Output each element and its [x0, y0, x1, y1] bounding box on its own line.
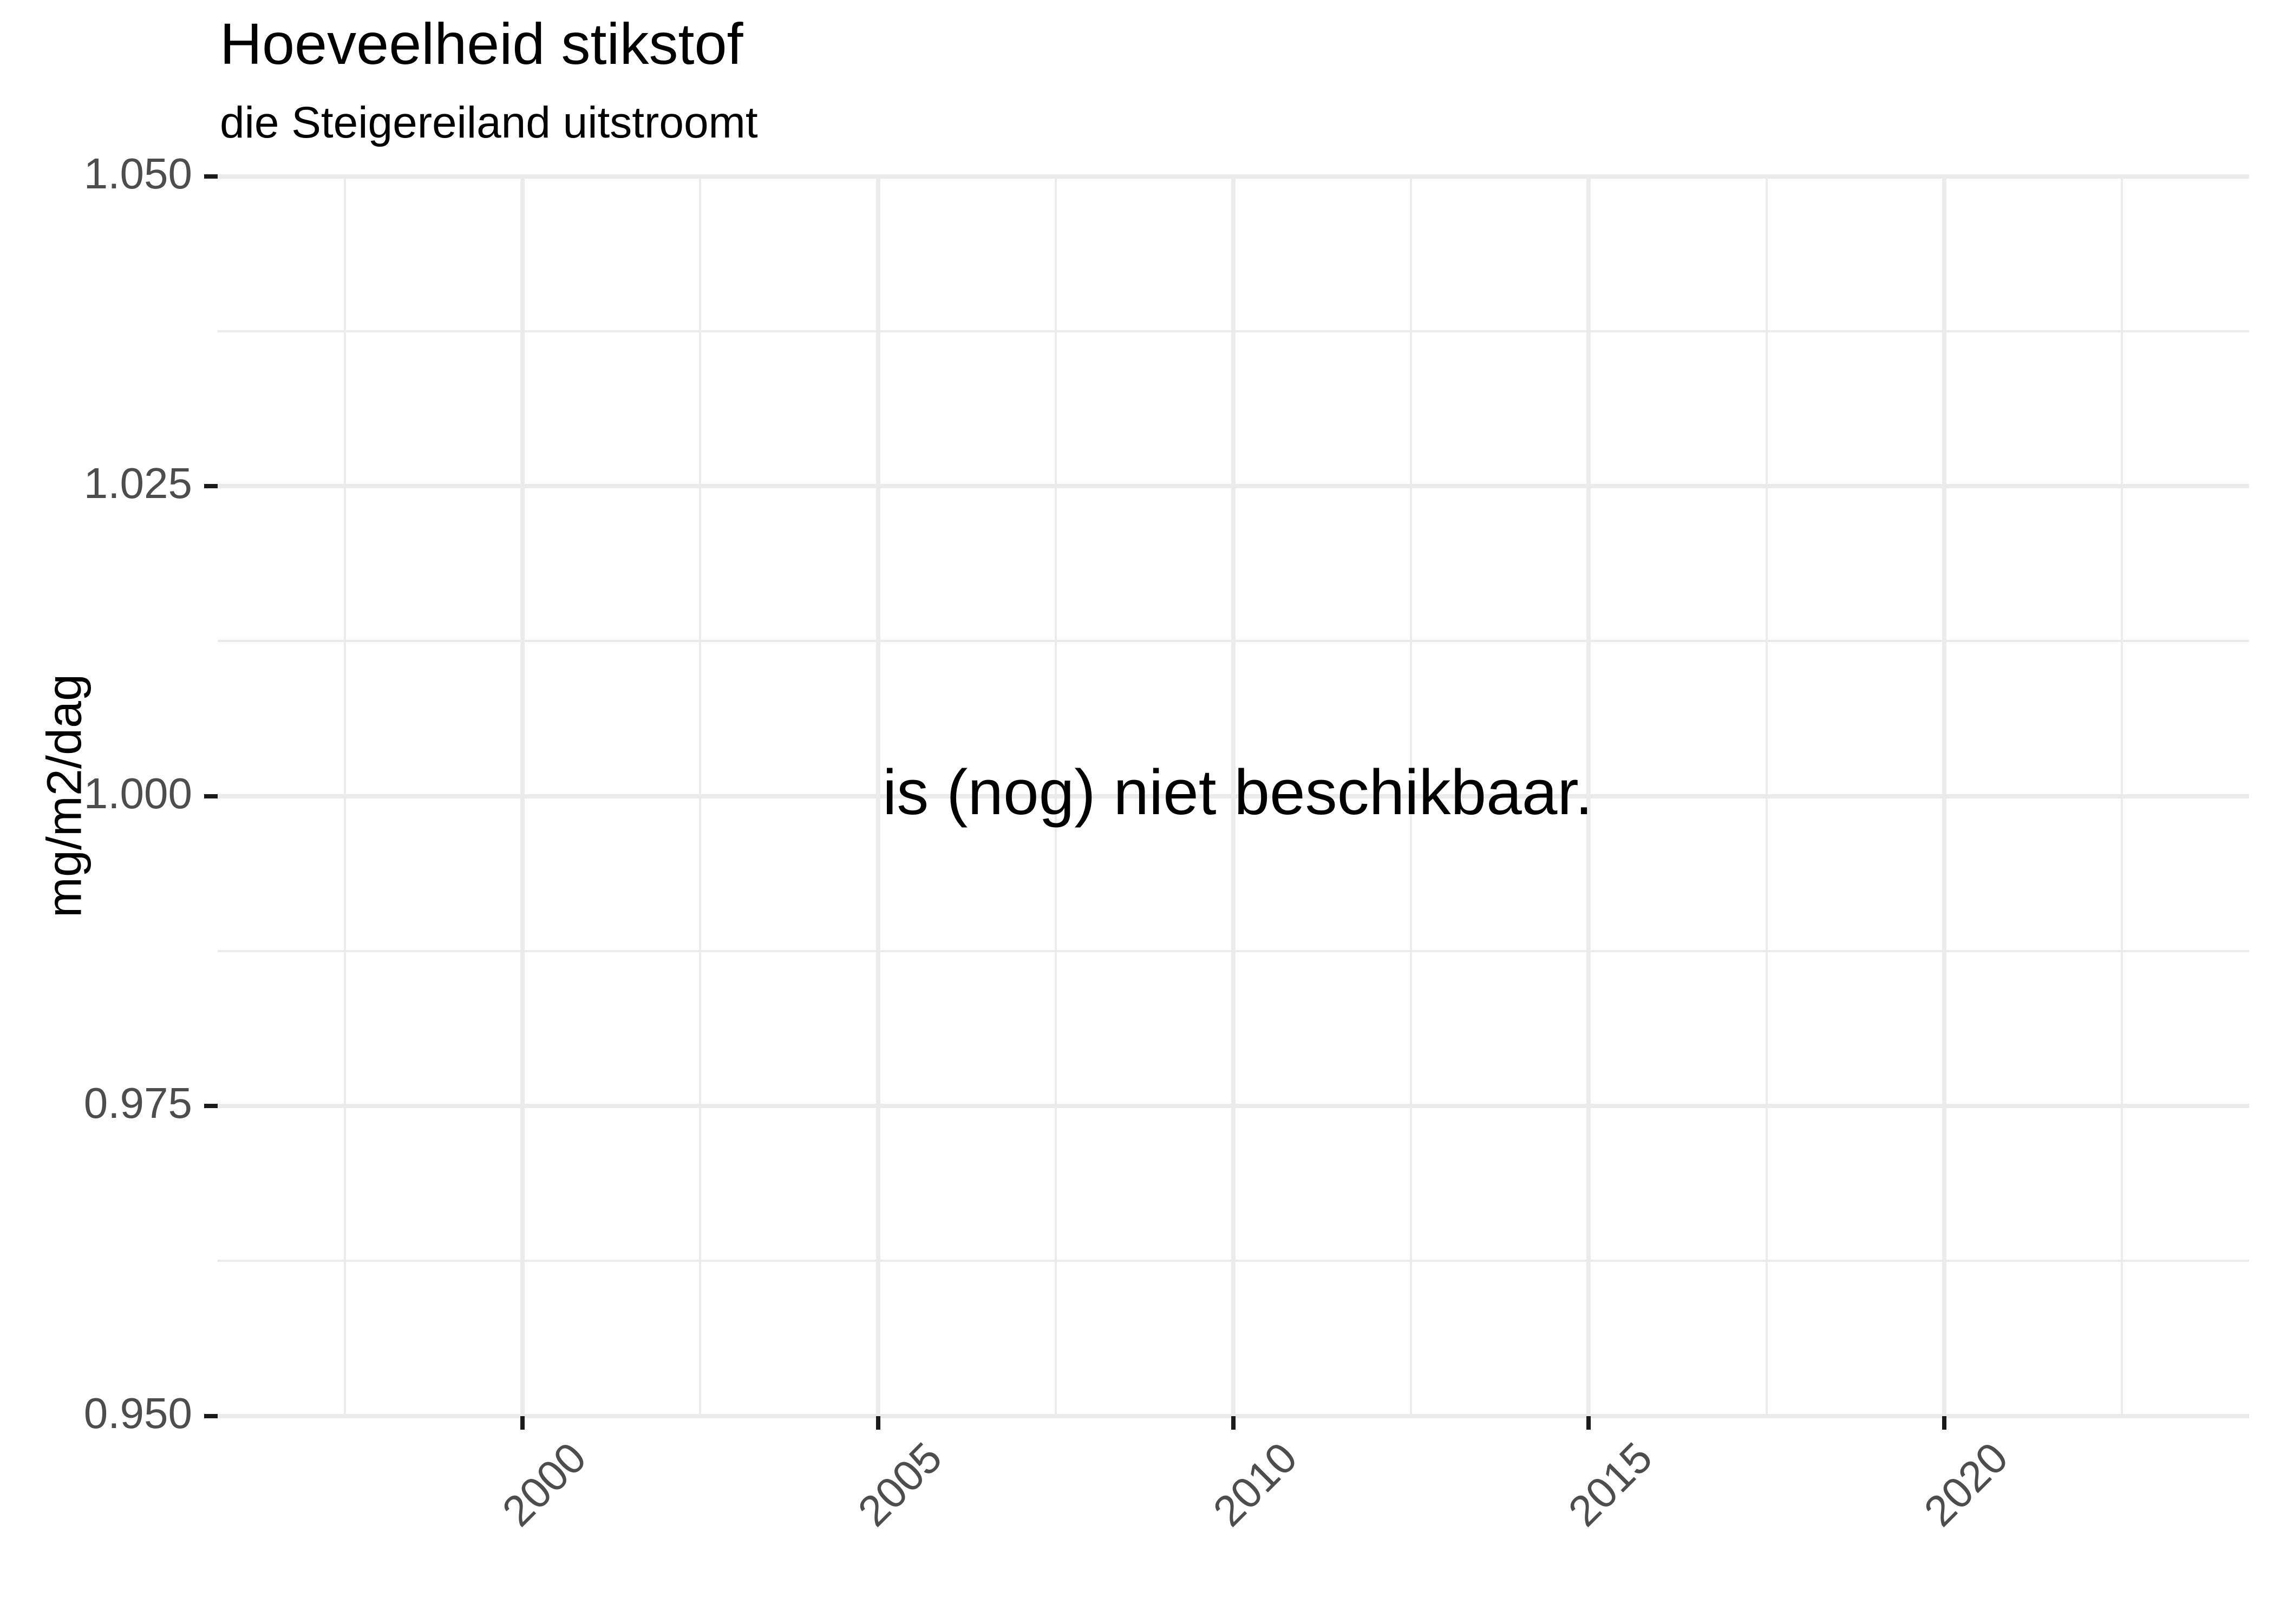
x-tick-mark	[1942, 1416, 1946, 1430]
chart-title: Hoeveelheid stikstof	[220, 11, 743, 76]
y-tick-mark	[204, 1413, 218, 1418]
x-tick-label: 2015	[1559, 1432, 1662, 1535]
x-tick-mark	[1231, 1416, 1236, 1430]
x-tick-mark	[875, 1416, 880, 1430]
chart-subtitle: die Steigereiland uitstroomt	[220, 98, 758, 147]
x-tick-label: 2000	[493, 1432, 596, 1535]
gridline-x-major	[520, 174, 525, 1418]
y-tick-label: 1.050	[83, 149, 192, 198]
gridline-x-major	[1231, 174, 1236, 1418]
y-tick-mark	[204, 174, 218, 179]
no-data-annotation: is (nog) niet beschikbaar.	[883, 757, 1593, 828]
y-tick-label: 1.000	[83, 769, 192, 817]
x-tick-label: 2020	[1914, 1432, 2017, 1535]
gridline-x-major	[1586, 174, 1591, 1418]
y-tick-label: 1.025	[83, 459, 192, 507]
x-tick-label: 2005	[848, 1432, 951, 1535]
x-tick-mark	[520, 1416, 525, 1430]
y-tick-label: 0.975	[83, 1079, 192, 1127]
y-tick-mark	[204, 1104, 218, 1108]
y-tick-mark	[204, 794, 218, 798]
x-tick-mark	[1586, 1416, 1591, 1430]
gridline-x-major	[875, 174, 880, 1418]
y-tick-label: 0.950	[83, 1389, 192, 1437]
x-tick-label: 2010	[1204, 1432, 1306, 1535]
gridline-x-major	[1942, 174, 1946, 1418]
y-tick-mark	[204, 484, 218, 488]
